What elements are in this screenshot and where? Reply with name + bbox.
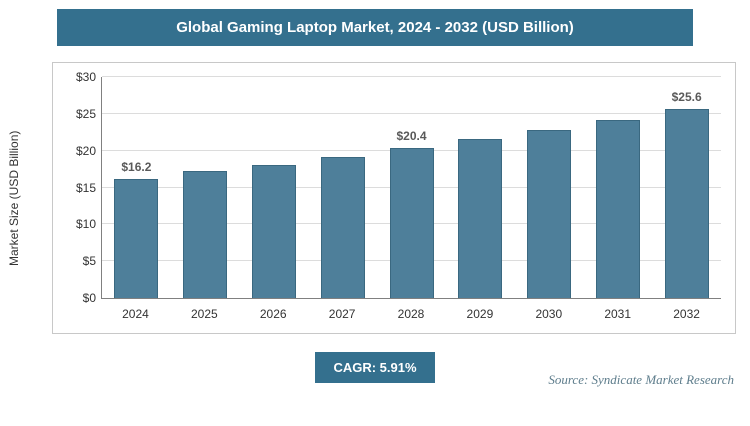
cagr-badge: CAGR: 5.91% — [315, 352, 435, 383]
bar-column — [446, 77, 515, 298]
y-tick-label: $0 — [82, 291, 96, 305]
cagr-label: CAGR: 5.91% — [333, 360, 417, 375]
bar-value-label: $25.6 — [671, 90, 702, 105]
bar-2028 — [389, 147, 434, 298]
x-tick-label: 2028 — [397, 307, 425, 321]
bar-2030 — [527, 130, 572, 298]
bar-column — [240, 77, 309, 298]
bars-layer: $16.2 $20.4 $25.6 — [102, 77, 721, 298]
y-tick-label: $20 — [75, 143, 96, 158]
bar-value-label: $20.4 — [396, 128, 427, 143]
bar-2026 — [251, 164, 296, 298]
chart-frame: $0 $5 $10 $15 $20 $25 $30 $16.2 $20.4 $25.6 2024… — [52, 62, 736, 334]
bar-value-label: $16.2 — [121, 159, 152, 174]
bar-2031 — [595, 119, 640, 298]
x-tick-label: 2026 — [259, 307, 287, 321]
bar-2027 — [320, 156, 365, 298]
bar-column — [515, 77, 584, 298]
chart-footer: CAGR: 5.91% Source: Syndicate Market Res… — [0, 352, 750, 392]
x-tick-label: 2025 — [190, 307, 218, 321]
bar-2025 — [183, 171, 228, 298]
y-tick-label: $15 — [75, 180, 96, 195]
x-tick-label: 2024 — [122, 307, 149, 321]
bar-2032 — [664, 109, 709, 298]
bar-2029 — [458, 138, 503, 298]
chart-title-bar: Global Gaming Laptop Market, 2024 - 2032… — [57, 9, 693, 46]
gridline — [102, 76, 721, 77]
plot-area: $0 $5 $10 $15 $20 $25 $30 $16.2 $20.4 $25.6 — [76, 70, 721, 305]
bar-column: $16.2 — [102, 77, 171, 298]
source-text: Source: Syndicate Market Research — [548, 372, 734, 387]
y-tick-label: $10 — [75, 217, 96, 232]
y-tick-label: $25 — [75, 106, 96, 121]
chart-container: Market Size (USD Billion) $0 $5 $10 $15 $20 $… — [7, 62, 736, 334]
y-axis-title: Market Size (USD Billion) — [7, 130, 21, 266]
y-tick-label: $5 — [82, 254, 96, 269]
x-axis-ticks: 2024 2025 2026 2027 2028 2029 2030 2031 2032 — [101, 299, 721, 321]
x-tick-label: 2029 — [466, 307, 494, 321]
bar-column: $20.4 — [377, 77, 446, 298]
chart-title: Global Gaming Laptop Market, 2024 - 2032… — [176, 19, 574, 36]
x-tick-label: 2027 — [328, 307, 356, 321]
bar-column — [583, 77, 652, 298]
x-tick-label: 2031 — [604, 307, 632, 321]
y-tick-label: $30 — [75, 70, 96, 84]
bar-column — [171, 77, 240, 298]
bar-column: $25.6 — [652, 77, 721, 298]
bar-column — [308, 77, 377, 298]
x-tick-label: 2032 — [673, 307, 700, 321]
gridline — [102, 112, 721, 114]
x-tick-label: 2030 — [535, 307, 563, 321]
bar-2024 — [114, 178, 159, 298]
